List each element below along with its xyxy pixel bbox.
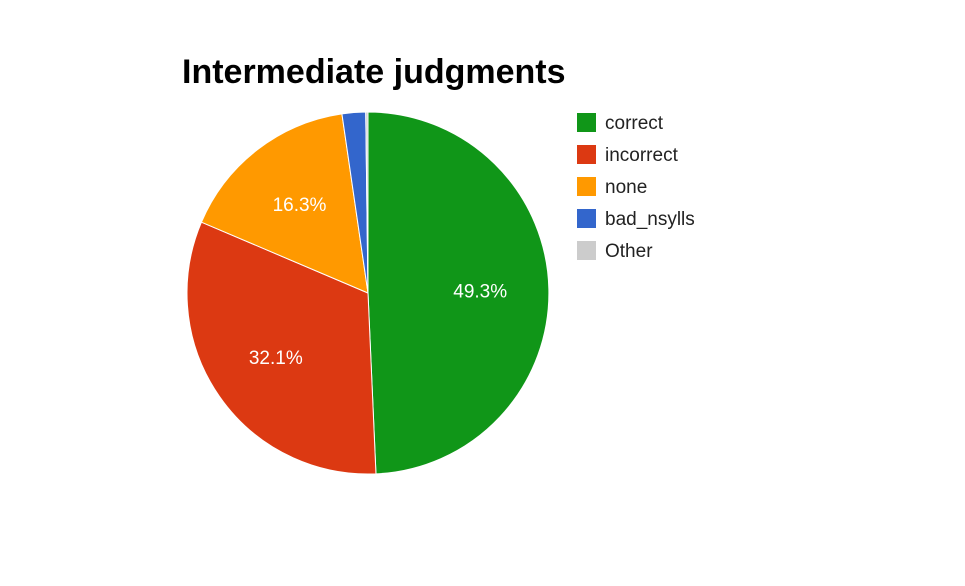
legend-swatch-bad-nsylls — [577, 209, 596, 228]
pie-slice-correct — [367, 111, 550, 475]
legend: correct incorrect none bad_nsylls Other — [577, 113, 695, 262]
legend-label-correct: correct — [605, 113, 664, 134]
chart-title: Intermediate judgments — [182, 53, 566, 91]
pie-slice-none — [200, 113, 369, 294]
slice-label-none: 16.3% — [273, 195, 327, 216]
legend-label-incorrect: incorrect — [605, 145, 679, 166]
legend-label-bad-nsylls: bad_nsylls — [605, 209, 695, 230]
pie-slice-labels: 49.3% 32.1% 16.3% — [249, 195, 507, 369]
slice-label-incorrect: 32.1% — [249, 348, 303, 369]
legend-swatch-other — [577, 241, 596, 260]
pie-slice-other — [365, 111, 369, 294]
pie-slice-incorrect — [186, 221, 377, 475]
legend-swatch-incorrect — [577, 145, 596, 164]
legend-swatch-correct — [577, 113, 596, 132]
pie-slices — [186, 111, 550, 475]
slice-label-correct: 49.3% — [453, 282, 507, 303]
legend-swatch-none — [577, 177, 596, 196]
legend-label-none: none — [605, 177, 647, 198]
legend-label-other: Other — [605, 241, 653, 262]
